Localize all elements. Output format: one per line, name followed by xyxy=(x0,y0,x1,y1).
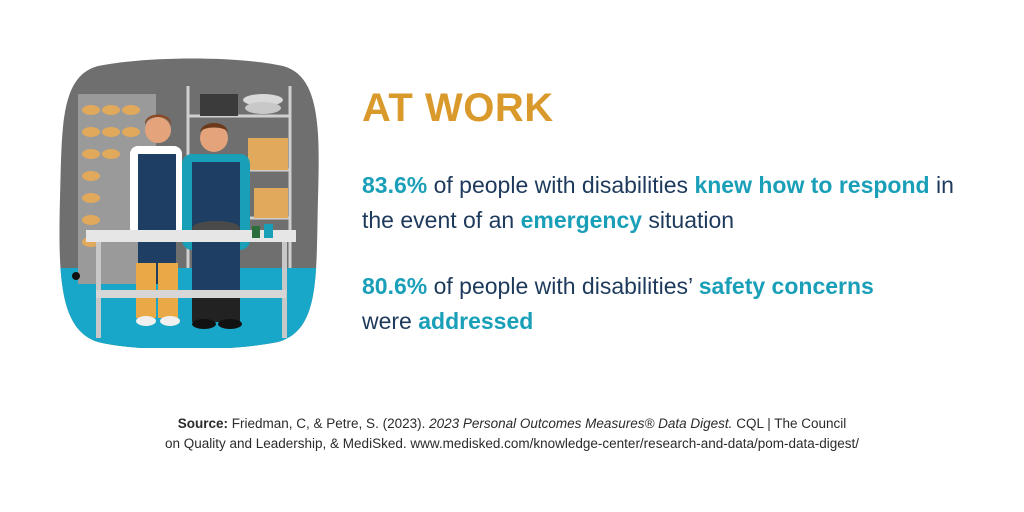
stat-text: situation xyxy=(642,207,735,233)
source-authors: Friedman, C, & Petre, S. (2023). xyxy=(228,416,430,431)
stat-text: of people with disabilities xyxy=(427,172,695,198)
box-icon xyxy=(248,138,288,170)
stat-highlight: addressed xyxy=(418,308,534,334)
stat-highlight: safety concerns xyxy=(698,273,874,299)
table-icon xyxy=(86,230,296,338)
stat-highlight: knew how to respond xyxy=(694,172,930,198)
stat-value: 83.6% xyxy=(362,172,428,198)
source-url: on Quality and Leadership, & MediSked. w… xyxy=(164,436,860,451)
stat-value: 80.6% xyxy=(362,273,428,299)
pot-icon xyxy=(200,94,238,116)
stat-safety-concerns: 80.6% of people with disabilities’ safet… xyxy=(362,269,982,339)
illustration xyxy=(58,58,320,348)
baker-right-icon xyxy=(182,123,250,329)
baker-left-icon xyxy=(130,114,182,326)
source-publisher: CQL | The Council xyxy=(732,416,847,431)
stat-emergency-response: 83.6% of people with disabilities knew h… xyxy=(362,168,982,238)
source-label: Source: xyxy=(177,416,229,431)
stat-text: were xyxy=(362,308,419,334)
page-title: AT WORK xyxy=(362,86,554,130)
source-citation: Source: Friedman, C, & Petre, S. (2023).… xyxy=(0,414,1024,454)
stat-highlight: emergency xyxy=(520,207,643,233)
stat-text: of people with disabilities’ xyxy=(427,273,699,299)
bakery-scene-icon xyxy=(59,58,319,348)
source-title: 2023 Personal Outcomes Measures® Data Di… xyxy=(429,416,733,431)
stat-text: in the event of an xyxy=(362,172,954,233)
